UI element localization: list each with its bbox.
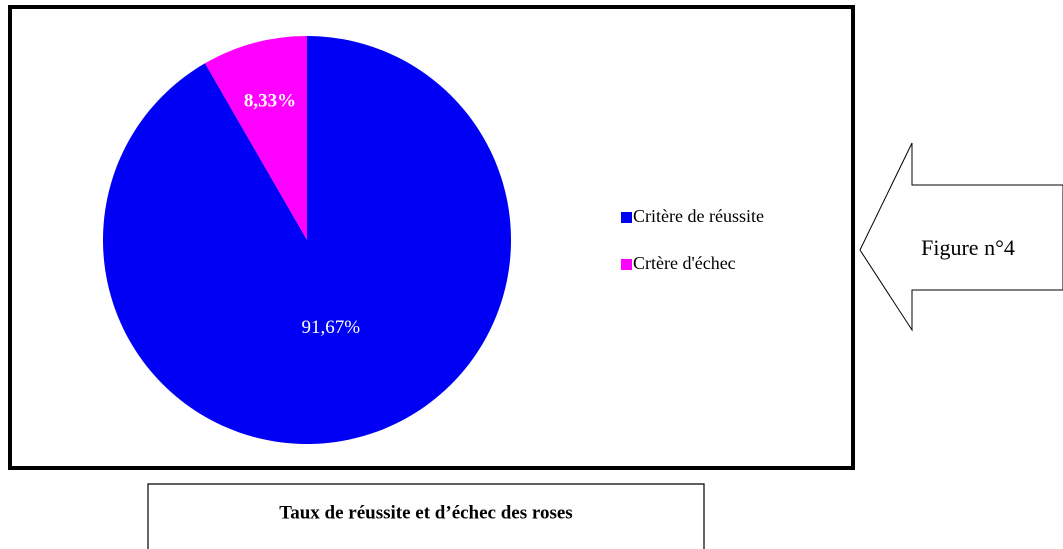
caption-box bbox=[147, 483, 705, 549]
legend-label: Crtère d'échec bbox=[633, 253, 736, 273]
data-label: 91,67% bbox=[301, 317, 360, 338]
caption: Taux de réussite et d’échec des roses bbox=[279, 502, 572, 523]
pie-slice bbox=[205, 36, 307, 240]
legend-label: Critère de réussite bbox=[633, 206, 764, 226]
legend-swatch bbox=[621, 259, 632, 270]
annotation: Figure n°4 bbox=[921, 235, 1015, 260]
data-label: 8,33% bbox=[244, 90, 296, 111]
pie-slice bbox=[102, 36, 512, 445]
legend-swatch bbox=[621, 212, 632, 223]
arrow bbox=[859, 142, 1063, 332]
